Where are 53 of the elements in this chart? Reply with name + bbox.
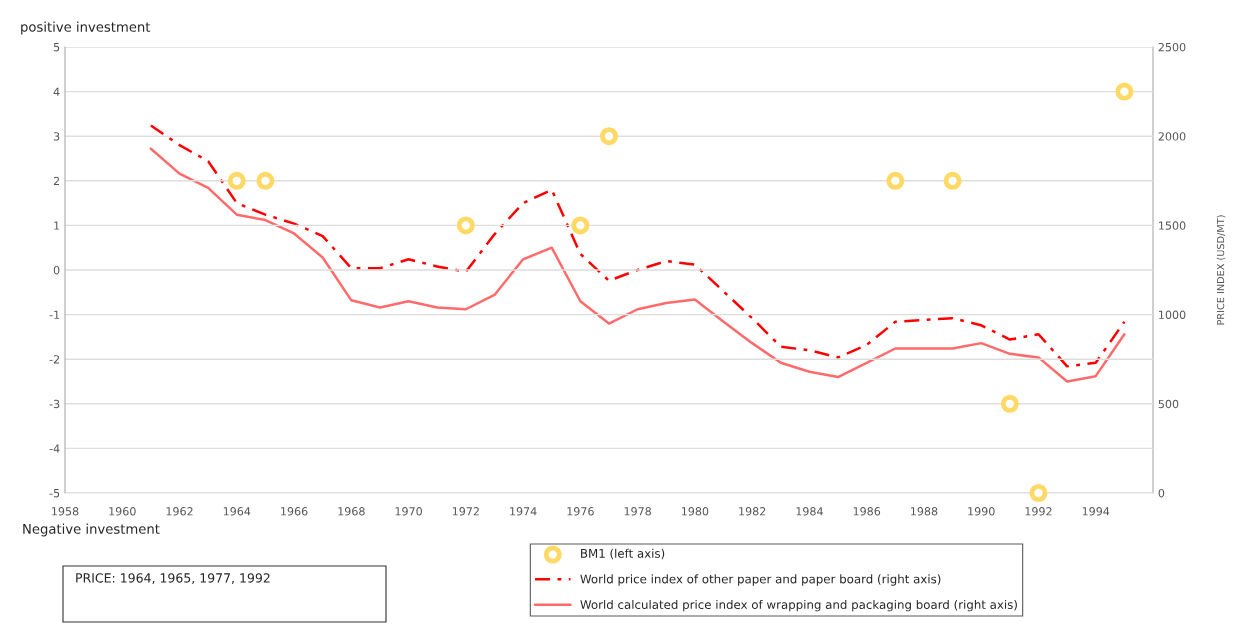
- text: Negative investment: [23, 523, 160, 537]
- x-tick-label: 1972: [452, 507, 479, 516]
- point: [1029, 483, 1048, 503]
- y-tick-label: -5: [49, 489, 60, 498]
- x-tick-label: 1958: [52, 507, 79, 516]
- x-tick-label: 1984: [796, 507, 823, 516]
- y2-axis-title: PRICE INDEX (USD/MT): [1216, 215, 1226, 325]
- point: [256, 171, 275, 190]
- text: PRICE: 1964, 1965, 1977, 1992: [76, 573, 270, 584]
- x-tick-label: 1970: [395, 507, 422, 516]
- y-tick-label: -1: [49, 310, 60, 319]
- y2-tick-label: 2000: [1158, 132, 1186, 141]
- y-tick-label: 0: [53, 265, 60, 275]
- y2-tick-label: 1000: [1159, 310, 1186, 319]
- y-tick-label: -2: [49, 355, 60, 364]
- x-tick-label: 1964: [223, 507, 251, 516]
- x-tick-label: 1960: [109, 507, 136, 516]
- y-axis-title: positive investment: [21, 21, 151, 35]
- y-tick-label: 1: [54, 221, 60, 230]
- y-tick-label: -4: [49, 444, 60, 453]
- x-tick-label: 1994: [1082, 507, 1110, 516]
- legend-label: World price index of other paper and paper board (right axis): [580, 574, 941, 586]
- x-tick-label: 1976: [567, 507, 594, 516]
- y-tick-label: 3: [53, 132, 60, 141]
- x-tick-label: 1992: [1025, 507, 1052, 516]
- point: [886, 171, 905, 190]
- x-tick-label: 1986: [853, 507, 881, 516]
- x-tick-label: 1988: [911, 507, 938, 516]
- x-tick-label: 1990: [968, 507, 995, 516]
- y2-tick-label: 2500: [1158, 42, 1186, 52]
- y2-tick-label: 1500: [1159, 221, 1186, 230]
- point: [599, 127, 619, 146]
- point: [456, 216, 475, 235]
- y2-tick-label: 0: [1158, 488, 1165, 498]
- point: [943, 171, 962, 190]
- x-tick-label: 1978: [624, 507, 652, 516]
- y-tick-label: 4: [53, 87, 60, 96]
- point: [1115, 82, 1134, 101]
- y-tick-label: -3: [49, 399, 60, 409]
- x-tick-label: 1980: [681, 507, 709, 516]
- point: [1000, 394, 1019, 413]
- y-tick-label: 5: [53, 43, 60, 52]
- legend-label: World calculated price index of wrapping and packaging board (right axis): [580, 599, 1017, 612]
- x-tick-label: 1982: [739, 507, 766, 516]
- x-tick-label: 1974: [510, 507, 537, 516]
- y2-tick-label: 500: [1158, 399, 1179, 409]
- x-tick-label: 1962: [166, 507, 193, 516]
- y-tick-label: 2: [53, 176, 60, 186]
- point: [571, 216, 590, 235]
- x-tick-label: 1966: [281, 507, 308, 516]
- legend-label: BM1 (left axis): [581, 548, 665, 560]
- point: [227, 171, 246, 190]
- x-tick-label: 1968: [338, 507, 365, 516]
